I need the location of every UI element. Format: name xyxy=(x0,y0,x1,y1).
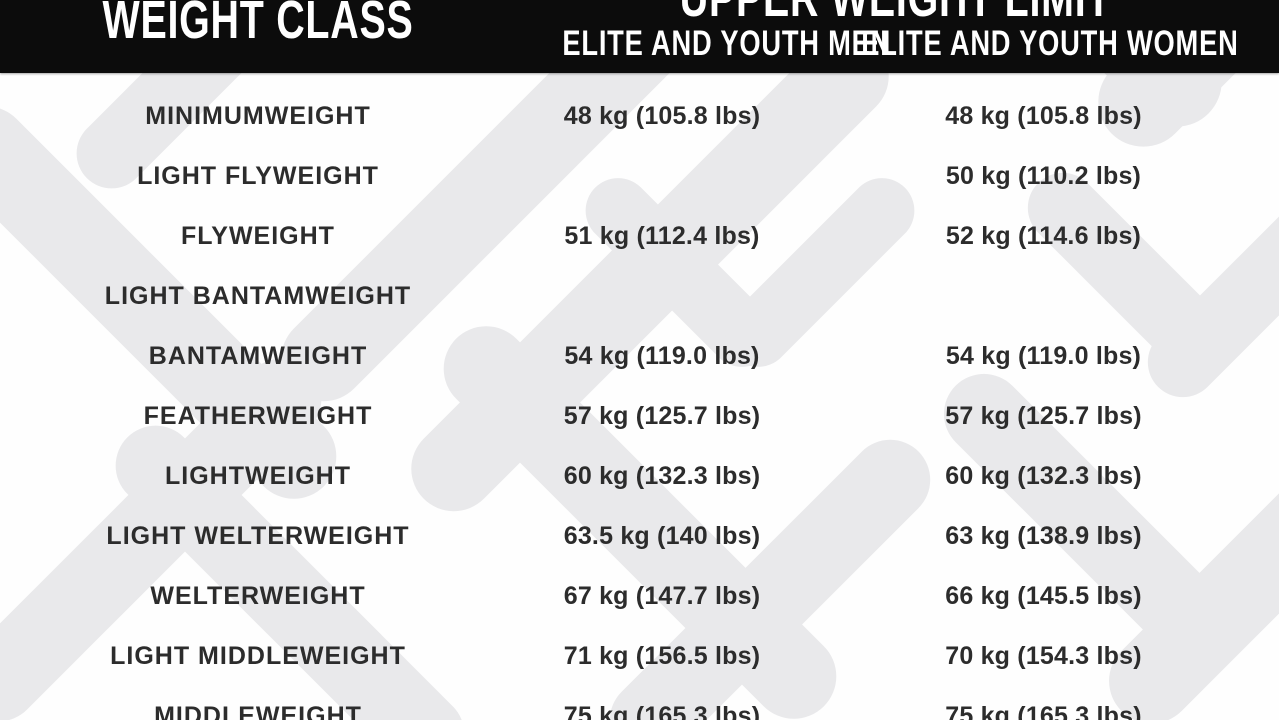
table-row: LIGHTWEIGHT 60 kg (132.3 lbs) 60 kg (132… xyxy=(0,447,1279,507)
table-row: BANTAMWEIGHT 54 kg (119.0 lbs) 54 kg (11… xyxy=(0,327,1279,387)
weight-class-name: BANTAMWEIGHT xyxy=(148,342,368,371)
women-limit-value: 66 kg (145.5 lbs) xyxy=(945,582,1142,611)
weight-class-name: LIGHT MIDDLEWEIGHT xyxy=(110,642,406,671)
weight-class-name: WELTERWEIGHT xyxy=(150,582,366,611)
table-row: LIGHT FLYWEIGHT 50 kg (110.2 lbs) xyxy=(0,147,1279,207)
men-column-title: ELITE AND YOUTH MEN xyxy=(516,26,890,61)
women-column-title-text: ELITE AND YOUTH WOMEN xyxy=(861,24,1239,63)
women-limit-value: 54 kg (119.0 lbs) xyxy=(945,342,1142,371)
women-column-title: ELITE AND YOUTH WOMEN xyxy=(808,26,1279,61)
men-limit-value: 75 kg (165.3 lbs) xyxy=(563,702,761,720)
men-limit-value: 71 kg (156.5 lbs) xyxy=(563,642,761,671)
women-limit-value: 70 kg (154.3 lbs) xyxy=(945,642,1142,671)
men-limit-value: 67 kg (147.7 lbs) xyxy=(563,582,761,611)
women-limit-value: 60 kg (132.3 lbs) xyxy=(945,462,1142,491)
table-row: LIGHT WELTERWEIGHT 63.5 kg (140 lbs) 63 … xyxy=(0,507,1279,567)
men-limit-value: 54 kg (119.0 lbs) xyxy=(564,342,760,371)
upper-weight-limit-title: UPPER WEIGHT LIMIT xyxy=(600,0,1111,25)
table-row: FLYWEIGHT 51 kg (112.4 lbs) 52 kg (114.6… xyxy=(0,207,1279,267)
men-limit-value: 48 kg (105.8 lbs) xyxy=(563,102,761,131)
men-column-title-text: ELITE AND YOUTH MEN xyxy=(562,24,892,63)
weight-class-column-title: WEIGHT CLASS xyxy=(0,0,516,47)
women-limit-value: 50 kg (110.2 lbs) xyxy=(945,162,1142,191)
table-row: LIGHT BANTAMWEIGHT xyxy=(0,267,1279,327)
table-row: LIGHT MIDDLEWEIGHT 71 kg (156.5 lbs) 70 … xyxy=(0,627,1279,687)
table-row: WELTERWEIGHT 67 kg (147.7 lbs) 66 kg (14… xyxy=(0,567,1279,627)
men-limit-value: 51 kg (112.4 lbs) xyxy=(564,222,760,251)
weight-class-name: MINIMUMWEIGHT xyxy=(145,102,371,131)
upper-weight-limit-title-text: UPPER WEIGHT LIMIT xyxy=(680,0,1111,25)
women-limit-value: 48 kg (105.8 lbs) xyxy=(945,102,1142,131)
weight-class-name: FEATHERWEIGHT xyxy=(143,402,373,431)
weight-class-name: LIGHT FLYWEIGHT xyxy=(137,162,379,191)
men-limit-value: 60 kg (132.3 lbs) xyxy=(563,462,761,491)
table-row: FEATHERWEIGHT 57 kg (125.7 lbs) 57 kg (1… xyxy=(0,387,1279,447)
weight-class-name: LIGHTWEIGHT xyxy=(165,462,351,491)
weight-class-name: LIGHT BANTAMWEIGHT xyxy=(104,282,412,311)
table-row: MIDDLEWEIGHT 75 kg (165.3 lbs) 75 kg (16… xyxy=(0,687,1279,720)
women-limit-value: 52 kg (114.6 lbs) xyxy=(945,222,1142,251)
weight-class-table: MINIMUMWEIGHT 48 kg (105.8 lbs) 48 kg (1… xyxy=(0,73,1279,720)
weight-class-name: LIGHT WELTERWEIGHT xyxy=(106,522,410,551)
weight-class-name: FLYWEIGHT xyxy=(181,222,335,251)
weight-class-name: MIDDLEWEIGHT xyxy=(154,702,362,720)
men-limit-value: 57 kg (125.7 lbs) xyxy=(563,402,761,431)
women-limit-value: 63 kg (138.9 lbs) xyxy=(945,522,1142,551)
table-row: MINIMUMWEIGHT 48 kg (105.8 lbs) 48 kg (1… xyxy=(0,87,1279,147)
men-limit-value: 63.5 kg (140 lbs) xyxy=(563,522,761,551)
weight-class-column-title-text: WEIGHT CLASS xyxy=(102,0,414,50)
women-limit-value: 75 kg (165.3 lbs) xyxy=(945,702,1142,720)
women-limit-value: 57 kg (125.7 lbs) xyxy=(945,402,1142,431)
table-header-bar: WEIGHT CLASS UPPER WEIGHT LIMIT ELITE AN… xyxy=(0,0,1279,73)
